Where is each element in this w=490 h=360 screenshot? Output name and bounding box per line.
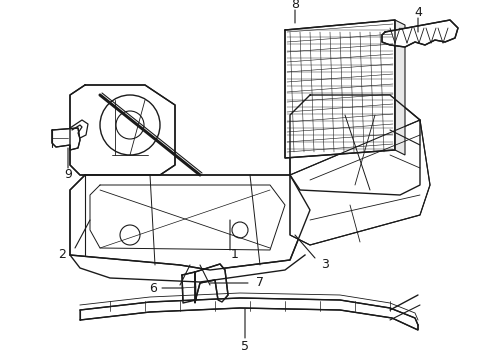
Text: 6: 6 [149, 282, 157, 294]
Polygon shape [182, 272, 196, 303]
Polygon shape [290, 95, 420, 195]
Polygon shape [52, 128, 80, 150]
Text: 7: 7 [256, 276, 264, 289]
Polygon shape [195, 264, 228, 303]
Text: 9: 9 [64, 168, 72, 181]
Polygon shape [382, 20, 458, 47]
Polygon shape [80, 298, 418, 330]
Polygon shape [285, 20, 395, 158]
Text: 4: 4 [414, 5, 422, 18]
Text: 5: 5 [241, 339, 249, 352]
Text: 2: 2 [58, 248, 66, 261]
Text: 1: 1 [231, 248, 239, 261]
Polygon shape [70, 175, 310, 270]
Polygon shape [70, 85, 175, 175]
Text: 3: 3 [321, 258, 329, 271]
Polygon shape [290, 120, 430, 245]
Polygon shape [395, 20, 405, 155]
Text: 8: 8 [291, 0, 299, 12]
